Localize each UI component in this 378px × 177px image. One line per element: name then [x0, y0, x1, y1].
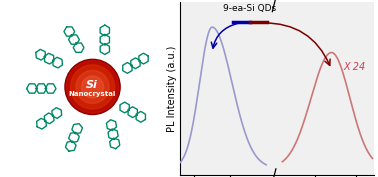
Circle shape [70, 65, 115, 109]
Text: 9-ea-Si QDs: 9-ea-Si QDs [223, 4, 277, 13]
Y-axis label: PL Intensity (a.u.): PL Intensity (a.u.) [167, 45, 177, 132]
Circle shape [76, 70, 109, 104]
Text: Si: Si [86, 79, 98, 90]
Circle shape [66, 61, 119, 113]
Text: Nanocrystal: Nanocrystal [68, 91, 115, 97]
Circle shape [82, 76, 104, 98]
Circle shape [65, 59, 120, 115]
Text: X 24: X 24 [343, 62, 365, 72]
